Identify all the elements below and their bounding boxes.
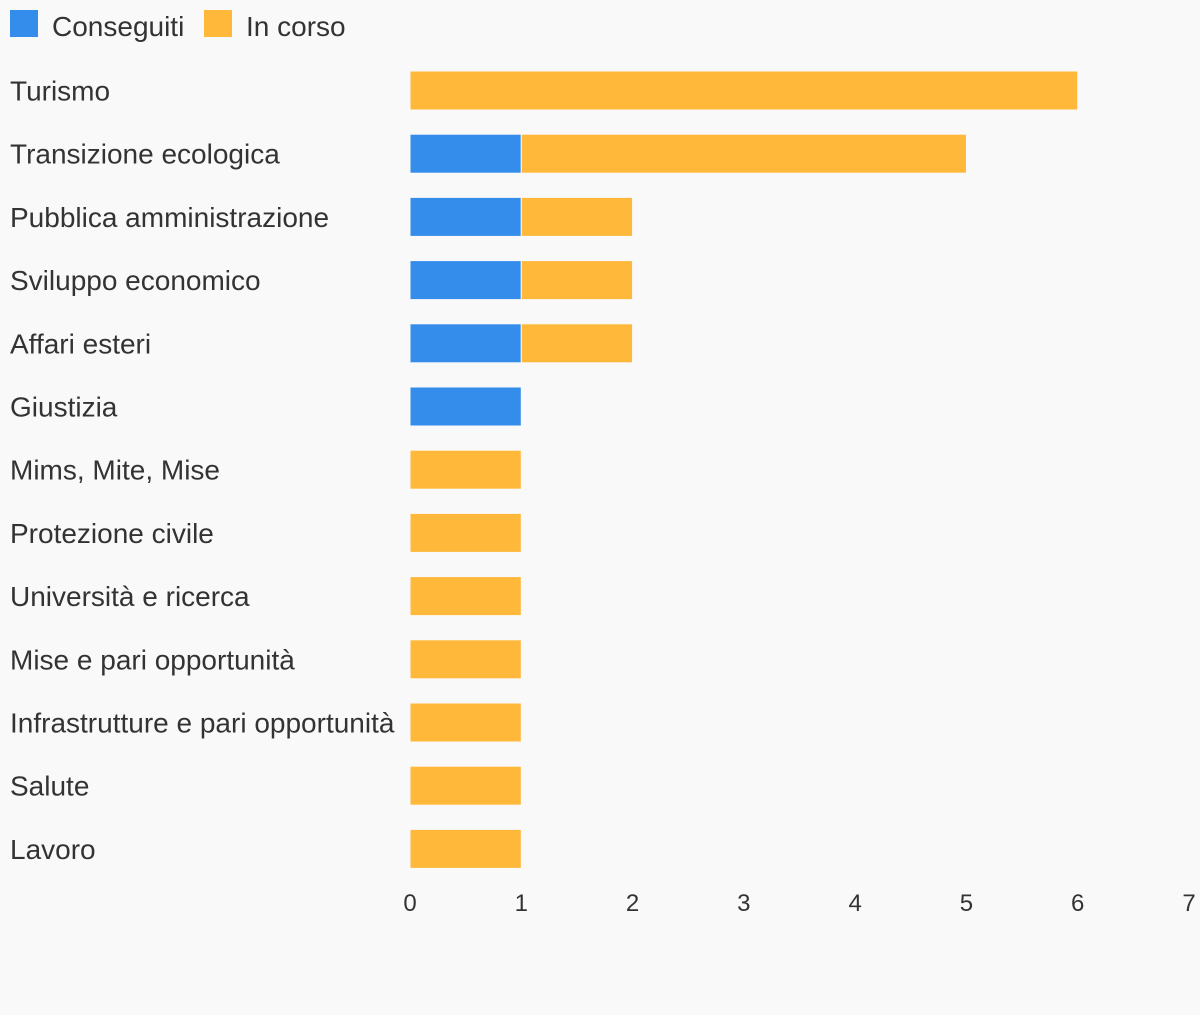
x-tick-label: 5	[960, 890, 973, 917]
x-tick-label: 0	[403, 890, 416, 917]
x-axis-ticks: 0 1 2 3 4 5 6 7	[403, 890, 1195, 917]
bar-conseguiti-sviluppo-economico	[409, 260, 522, 301]
x-tick-label: 2	[626, 890, 639, 917]
bar-conseguiti-giustizia	[409, 386, 522, 427]
bar-in-corso-salute	[409, 765, 522, 806]
x-tick-label: 6	[1071, 890, 1084, 917]
legend: Conseguiti In corso	[10, 10, 346, 42]
category-label: Sviluppo economico	[10, 265, 261, 296]
category-label: Transizione ecologica	[10, 139, 280, 170]
bar-conseguiti-pubblica-amministrazione	[409, 196, 522, 237]
x-tick-label: 4	[848, 890, 861, 917]
bar-in-corso-sviluppo-economico	[520, 260, 634, 301]
category-label: Mims, Mite, Mise	[10, 455, 220, 486]
category-label: Mise e pari opportunità	[10, 644, 295, 675]
x-tick-label: 1	[515, 890, 528, 917]
bars	[409, 70, 1079, 869]
bar-in-corso-affari-esteri	[520, 323, 634, 364]
bar-in-corso-pubblica-amministrazione	[520, 196, 634, 237]
bar-conseguiti-transizione-ecologica	[409, 133, 522, 174]
legend-label-in-corso: In corso	[246, 11, 346, 42]
bar-in-corso-protezione-civile	[409, 512, 522, 553]
bar-in-corso-turismo	[409, 70, 1079, 111]
category-label: Protezione civile	[10, 518, 214, 549]
category-label: Lavoro	[10, 834, 96, 865]
bar-in-corso-lavoro	[409, 828, 522, 869]
x-tick-label: 7	[1182, 890, 1195, 917]
bar-in-corso-mise-e-pari-opportunita	[409, 639, 522, 680]
legend-swatch-in-corso	[204, 10, 232, 37]
bar-in-corso-universita-e-ricerca	[409, 576, 522, 617]
legend-swatch-conseguiti	[10, 10, 38, 37]
bar-in-corso-transizione-ecologica	[520, 133, 967, 174]
category-label: Infrastrutture e pari opportunità	[10, 708, 395, 739]
bar-conseguiti-affari-esteri	[409, 323, 522, 364]
category-label: Pubblica amministrazione	[10, 202, 329, 233]
bar-in-corso-mims-mite-mise	[409, 449, 522, 490]
bar-in-corso-infrastrutture-e-pari-opportunita	[409, 702, 522, 743]
category-labels: Turismo Transizione ecologica Pubblica amm…	[10, 76, 395, 865]
category-label: Turismo	[10, 76, 110, 107]
category-label: Salute	[10, 771, 89, 802]
x-tick-label: 3	[737, 890, 750, 917]
category-label: Università e ricerca	[10, 581, 250, 612]
category-label: Affari esteri	[10, 328, 151, 359]
category-label: Giustizia	[10, 392, 118, 423]
legend-label-conseguiti: Conseguiti	[52, 11, 184, 42]
